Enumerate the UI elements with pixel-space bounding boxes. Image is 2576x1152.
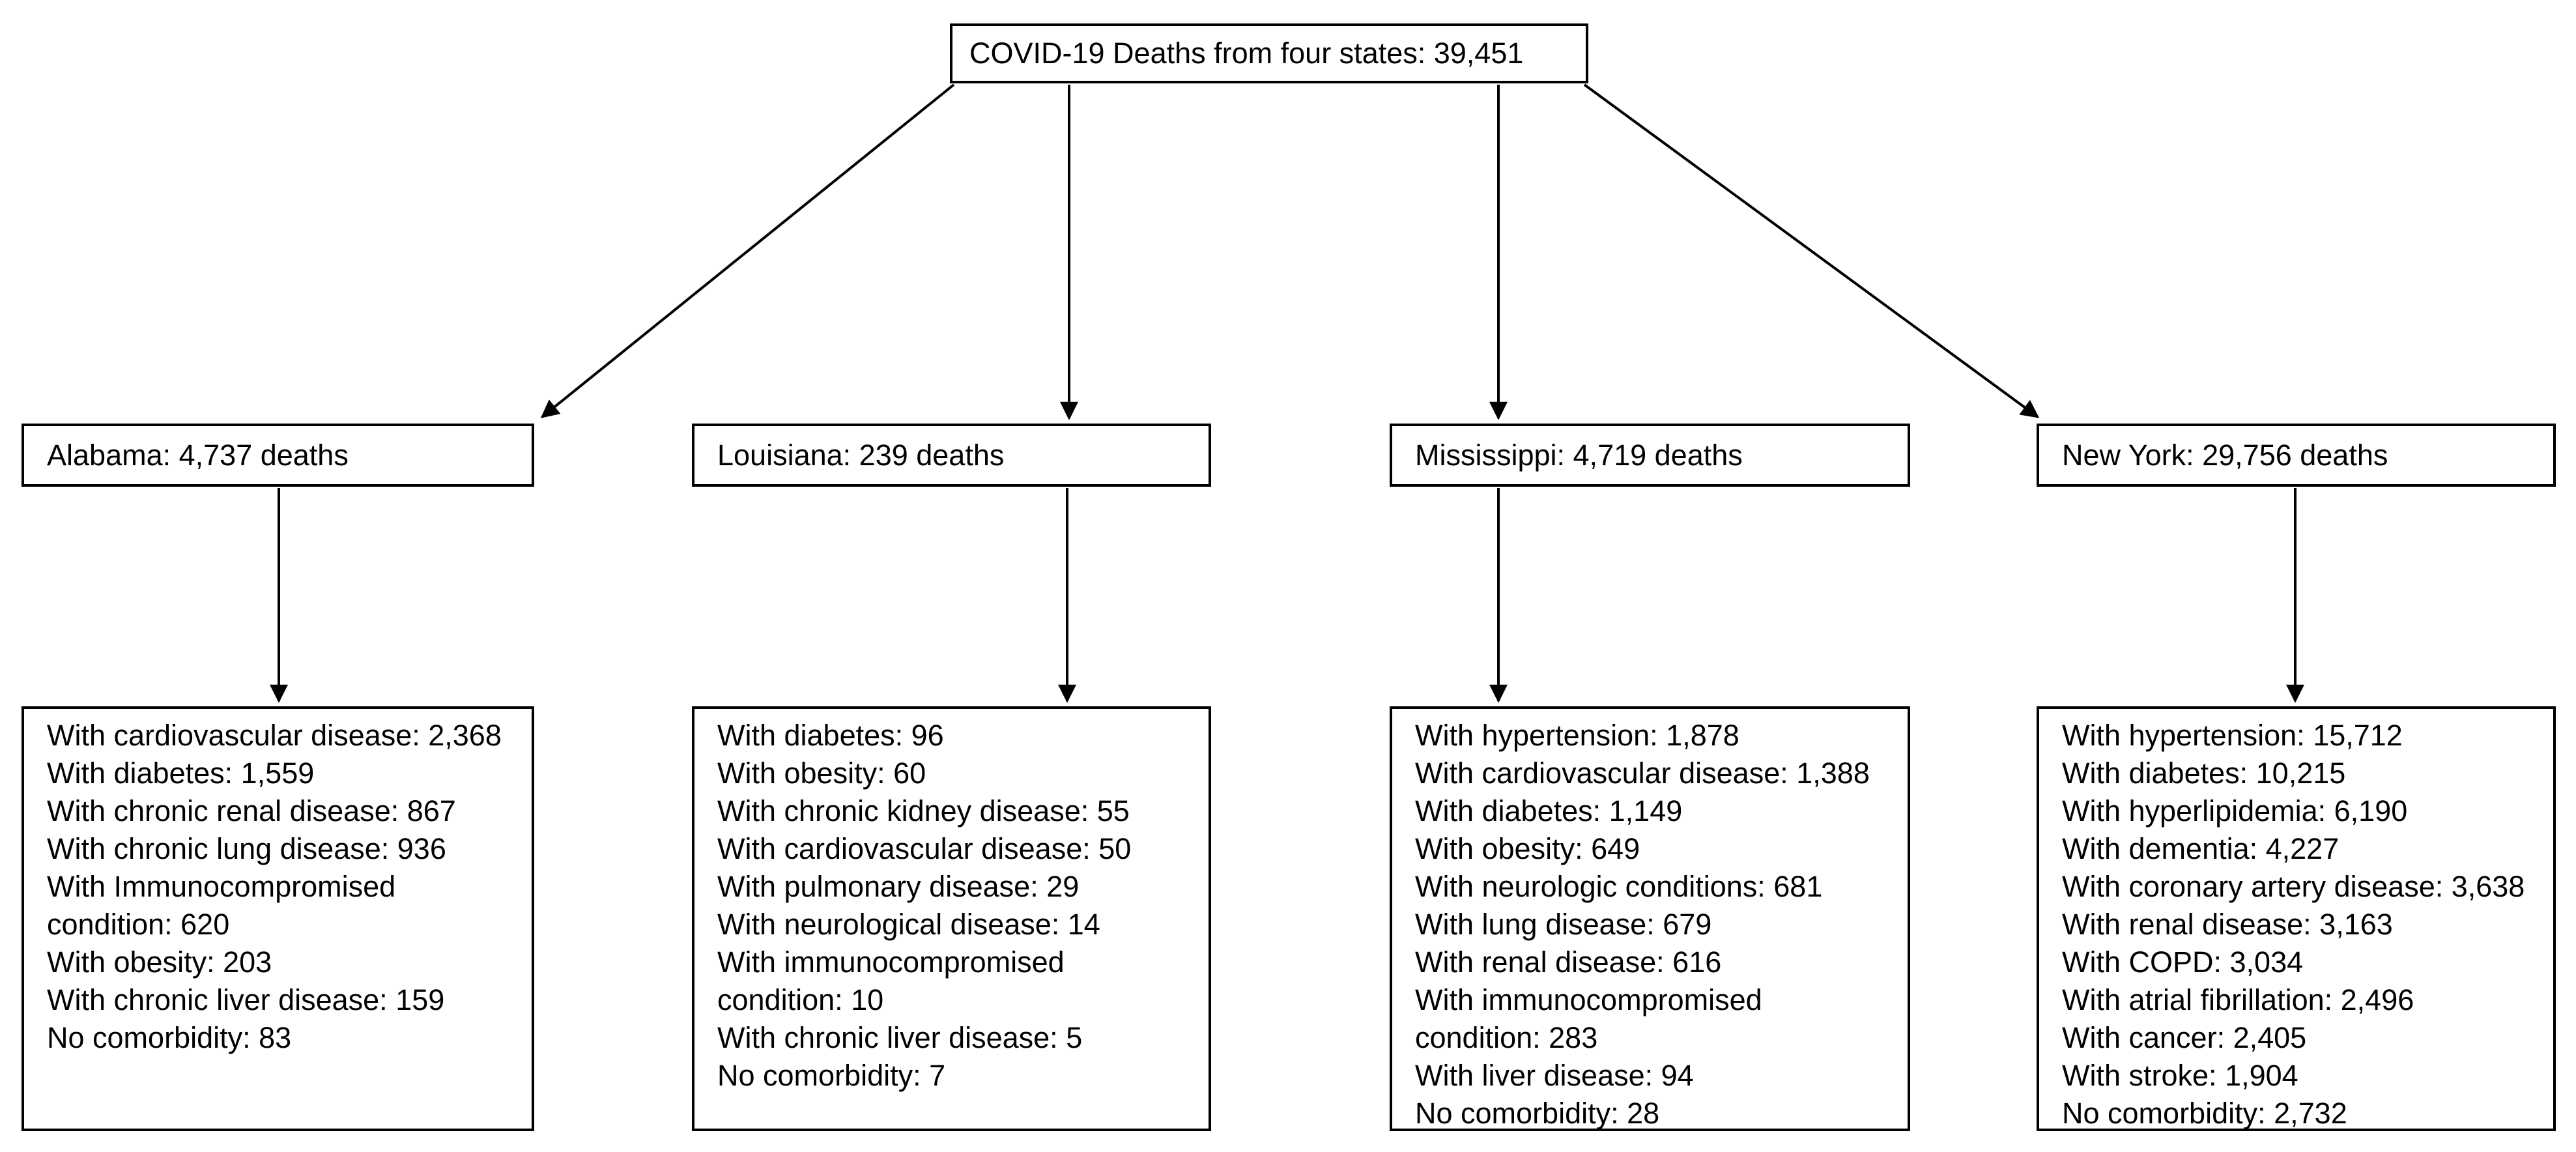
- comorbidity-item: With cardiovascular disease: 2,368: [47, 719, 502, 752]
- comorbidity-item: With dementia: 4,227: [2062, 832, 2340, 865]
- comorbidity-item: With cardiovascular disease: 1,388: [1415, 756, 1870, 790]
- state-label-newyork: New York: 29,756 deaths: [2062, 438, 2388, 472]
- edge-root-to-alabama: [540, 83, 955, 418]
- edge-root-to-newyork: [1583, 83, 2040, 418]
- comorbidity-item: With hypertension: 15,712: [2062, 719, 2403, 752]
- comorbidity-item: No comorbidity: 83: [47, 1021, 292, 1054]
- state-label-alabama: Alabama: 4,737 deaths: [47, 438, 349, 472]
- comorbidity-item: No comorbidity: 7: [717, 1059, 946, 1092]
- comorbidity-item: With diabetes: 96: [717, 719, 944, 752]
- comorbidity-item: With immunocompromised condition: 10: [717, 945, 1065, 1016]
- comorbidity-item: With atrial fibrillation: 2,496: [2062, 983, 2414, 1016]
- comorbidity-item: With Immunocompromised condition: 620: [47, 870, 396, 941]
- comorbidity-item: With obesity: 649: [1415, 832, 1640, 865]
- state-label-mississippi: Mississippi: 4,719 deaths: [1415, 438, 1743, 472]
- comorbidity-box-mississippi: With hypertension: 1,878 With cardiovascu…: [1390, 706, 1910, 1131]
- comorbidity-item: With hyperlipidemia: 6,190: [2062, 794, 2408, 828]
- root-total-label: COVID-19 Deaths from four states: 39,451: [969, 36, 1524, 70]
- root-total-box: COVID-19 Deaths from four states: 39,451: [950, 23, 1588, 83]
- comorbidity-item: With pulmonary disease: 29: [717, 870, 1080, 903]
- comorbidity-item: With neurologic conditions: 681: [1415, 870, 1823, 903]
- state-label-louisiana: Louisiana: 239 deaths: [717, 438, 1005, 472]
- comorbidity-item: With diabetes: 1,149: [1415, 794, 1683, 828]
- comorbidity-item: With renal disease: 616: [1415, 945, 1722, 979]
- comorbidity-item: With hypertension: 1,878: [1415, 719, 1739, 752]
- comorbidity-item: With chronic lung disease: 936: [47, 832, 446, 865]
- comorbidity-box-alabama: With cardiovascular disease: 2,368 With d…: [21, 706, 534, 1131]
- comorbidity-item: With diabetes: 1,559: [47, 756, 315, 790]
- comorbidity-item: With immunocompromised condition: 283: [1415, 983, 1762, 1054]
- state-box-louisiana: Louisiana: 239 deaths: [692, 424, 1211, 487]
- comorbidity-item: With liver disease: 94: [1415, 1059, 1694, 1092]
- comorbidity-item: With chronic liver disease: 159: [47, 983, 445, 1016]
- comorbidity-item: With chronic kidney disease: 55: [717, 794, 1130, 828]
- state-box-newyork: New York: 29,756 deaths: [2037, 424, 2556, 487]
- comorbidity-item: With cardiovascular disease: 50: [717, 832, 1132, 865]
- comorbidity-item: With chronic renal disease: 867: [47, 794, 456, 828]
- comorbidity-item: With cancer: 2,405: [2062, 1021, 2307, 1054]
- comorbidity-item: With chronic liver disease: 5: [717, 1021, 1083, 1054]
- comorbidity-item: With diabetes: 10,215: [2062, 756, 2346, 790]
- comorbidity-item: With obesity: 203: [47, 945, 272, 979]
- comorbidity-item: No comorbidity: 2,732: [2062, 1097, 2347, 1130]
- comorbidity-box-newyork: With hypertension: 15,712 With diabetes: …: [2037, 706, 2556, 1131]
- comorbidity-item: With COPD: 3,034: [2062, 945, 2304, 979]
- comorbidity-item: With stroke: 1,904: [2062, 1059, 2298, 1092]
- state-box-alabama: Alabama: 4,737 deaths: [21, 424, 534, 487]
- comorbidity-item: With lung disease: 679: [1415, 908, 1712, 941]
- comorbidity-item: With renal disease: 3,163: [2062, 908, 2393, 941]
- comorbidity-item: With obesity: 60: [717, 756, 926, 790]
- comorbidity-item: With coronary artery disease: 3,638: [2062, 870, 2525, 903]
- comorbidity-item: No comorbidity: 28: [1415, 1097, 1660, 1130]
- comorbidity-item: With neurological disease: 14: [717, 908, 1100, 941]
- state-box-mississippi: Mississippi: 4,719 deaths: [1390, 424, 1910, 487]
- comorbidity-box-louisiana: With diabetes: 96 With obesity: 60 With ch…: [692, 706, 1211, 1131]
